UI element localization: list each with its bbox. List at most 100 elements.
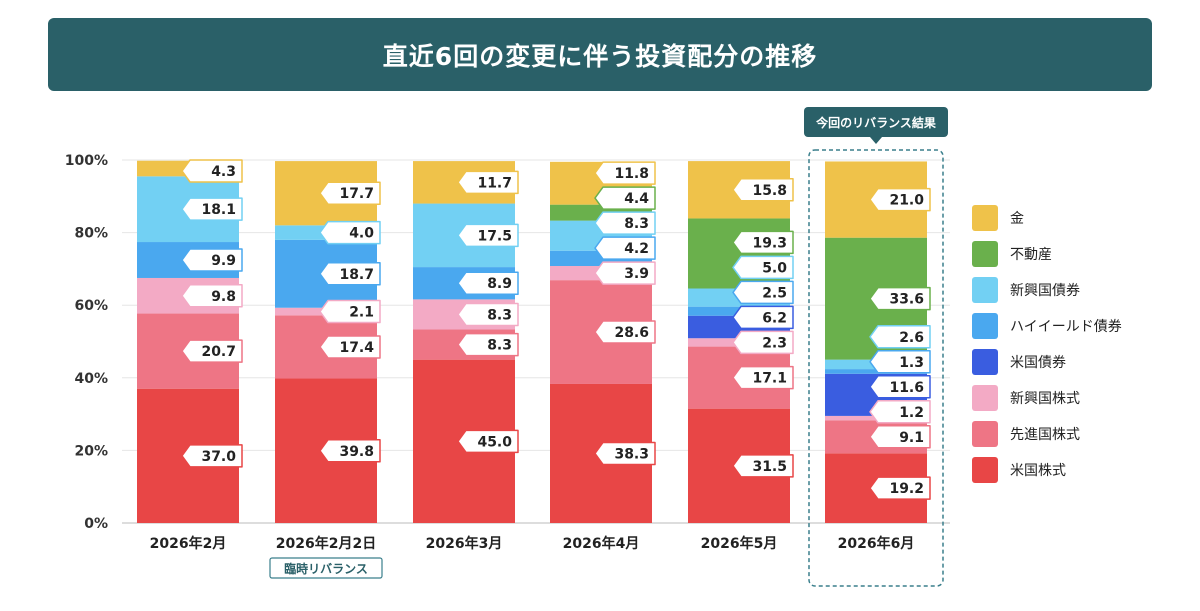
data-label: 3.9 (624, 266, 649, 282)
legend-swatch (972, 421, 998, 447)
data-label-bg (732, 365, 794, 390)
y-tick-label: 20% (74, 443, 108, 459)
data-label-bg (594, 261, 656, 285)
data-label-bg (732, 454, 794, 478)
data-label: 33.6 (889, 292, 924, 308)
data-label: 39.8 (339, 444, 374, 460)
data-label: 2.3 (762, 335, 787, 351)
data-label-bg (181, 248, 243, 272)
chart-title: 直近6回の変更に伴う投資配分の推移 (382, 41, 818, 71)
y-tick-label: 80% (74, 226, 108, 242)
data-label: 18.7 (339, 267, 374, 283)
data-label-bg (457, 332, 519, 357)
data-label-bg (869, 400, 931, 424)
data-label-bg (181, 197, 243, 221)
legend-label: 先進国株式 (1010, 427, 1080, 443)
data-label-bg (181, 284, 243, 308)
data-label: 1.3 (899, 355, 924, 371)
special-rebalance-badge (269, 557, 383, 579)
legend-swatch (972, 277, 998, 303)
data-label-bg (319, 262, 381, 286)
legend-label: ハイイールド債券 (1010, 319, 1122, 335)
data-label: 2.6 (899, 330, 924, 346)
data-label-bg (594, 186, 656, 210)
data-label-bg (732, 178, 794, 202)
x-tick-label: 2026年2月 (150, 535, 227, 552)
data-label-bg (319, 299, 381, 324)
data-label: 19.3 (752, 235, 787, 251)
data-label-bg (594, 441, 656, 466)
data-label: 21.0 (889, 193, 924, 209)
data-label-bg (181, 444, 243, 468)
callout-badge-label: 今回のリバランス結果 (815, 115, 936, 130)
data-label-bg (732, 280, 794, 305)
data-label: 6.2 (762, 310, 787, 326)
data-label-bg (319, 335, 381, 359)
data-label: 11.7 (477, 175, 512, 191)
legend-item: 不動産 (972, 236, 1122, 272)
y-tick-label: 100% (65, 153, 108, 169)
legend-swatch (972, 205, 998, 231)
legend-item: 米国株式 (972, 452, 1122, 488)
data-label-bg (457, 302, 519, 327)
data-label: 17.7 (339, 186, 374, 202)
data-label-bg (594, 236, 656, 260)
data-label-bg (319, 181, 381, 205)
data-label: 4.3 (211, 164, 236, 180)
data-label: 20.7 (201, 344, 236, 360)
data-label: 9.9 (211, 253, 236, 269)
legend-item: 米国債券 (972, 344, 1122, 380)
data-label-bg (869, 476, 931, 500)
data-label-bg (319, 220, 381, 245)
x-tick-label: 2026年2月2日 (276, 535, 376, 552)
x-tick-label: 2026年5月 (701, 535, 778, 552)
chart-legend: 金不動産新興国債券ハイイールド債券 米国債券新興国株式先進国株式米国株式 (972, 200, 1122, 488)
data-label-bg (457, 170, 519, 195)
data-label: 2.1 (349, 305, 374, 321)
y-tick-label: 40% (74, 371, 108, 387)
data-label-bg (181, 159, 243, 183)
data-label-bg (869, 375, 931, 399)
data-label-bg (594, 320, 656, 344)
data-label: 8.3 (487, 307, 512, 323)
data-label: 1.2 (899, 405, 924, 421)
data-label: 11.6 (889, 380, 924, 396)
data-label: 8.3 (487, 338, 512, 354)
data-label: 4.4 (624, 191, 649, 207)
legend-label: 新興国株式 (1010, 391, 1080, 407)
legend-item: 新興国株式 (972, 380, 1122, 416)
data-label-bg (457, 429, 519, 454)
data-label: 17.5 (477, 228, 512, 244)
callout-badge-bg (804, 107, 948, 137)
data-label: 8.3 (624, 216, 649, 232)
data-label: 2.5 (762, 285, 787, 301)
data-label-bg (869, 350, 931, 374)
data-label: 37.0 (201, 449, 236, 465)
legend-item: 金 (972, 200, 1122, 236)
data-label-bg (594, 161, 656, 185)
data-label: 9.1 (899, 430, 924, 446)
legend-item: 先進国株式 (972, 416, 1122, 452)
data-label: 28.6 (614, 325, 649, 341)
data-label-bg (319, 439, 381, 463)
data-label-bg (732, 230, 794, 255)
data-label-bg (869, 187, 931, 212)
data-label-bg (869, 286, 931, 311)
legend-swatch (972, 385, 998, 411)
bar-segment (825, 369, 927, 374)
data-label-bg (457, 271, 519, 295)
legend-label: 米国債券 (1010, 355, 1066, 371)
y-tick-label: 0% (84, 516, 108, 532)
special-rebalance-label: 臨時リバランス (284, 561, 368, 576)
data-label: 4.0 (349, 226, 374, 242)
legend-label: 新興国債券 (1010, 283, 1080, 299)
data-label: 19.2 (889, 481, 924, 497)
data-label-bg (181, 339, 243, 363)
data-label-bg (732, 255, 794, 280)
data-label: 38.3 (614, 446, 649, 462)
data-label: 31.5 (752, 459, 787, 475)
data-label-bg (869, 425, 931, 449)
callout-badge-pointer (870, 137, 882, 144)
legend-item: 新興国債券 (972, 272, 1122, 308)
